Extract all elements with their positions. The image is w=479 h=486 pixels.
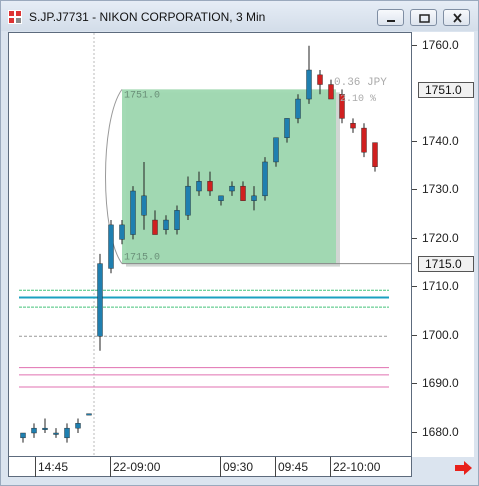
candle-body [64, 427, 70, 439]
candle-body [20, 432, 26, 439]
candle-body [240, 185, 246, 201]
candle-body [284, 118, 290, 138]
price-axis[interactable]: 1760.0 1740.0 1730.0 1720.0 1710.0 1700.… [412, 32, 474, 457]
level-price-tag: 1715.0 [418, 256, 474, 272]
x-tick-label: 22-09:00 [113, 460, 161, 474]
y-tick-label: 1710.0 [422, 279, 459, 293]
chart-plot-area[interactable]: 1751.0 1715.0 0.36 JPY 2.10 % [8, 32, 412, 457]
candle-body [207, 181, 213, 192]
candle-body [218, 195, 224, 201]
x-tick-label: 09:45 [278, 460, 309, 474]
x-tick-label: 22-10:00 [333, 460, 381, 474]
tick-mark [412, 45, 417, 46]
tick-mark [330, 457, 331, 477]
y-tick-label: 1690.0 [422, 376, 459, 390]
candle-body [196, 181, 202, 192]
candle-body [229, 185, 235, 192]
tick-mark [412, 238, 417, 239]
candle-body [350, 123, 356, 129]
restore-button[interactable] [410, 9, 437, 26]
minimize-icon [387, 20, 395, 22]
tick-mark [412, 335, 417, 336]
x-tick-label: 09:30 [223, 460, 254, 474]
candle-body [372, 142, 378, 167]
tick-mark [220, 457, 221, 477]
change-value: 0.36 JPY [334, 77, 387, 89]
y-tick-label: 1680.0 [422, 425, 459, 439]
restore-icon [419, 14, 430, 23]
candle-body [262, 161, 268, 197]
close-icon [453, 13, 462, 23]
y-tick-label: 1700.0 [422, 328, 459, 342]
price-chart: 1751.0 1715.0 0.36 JPY 2.10 % [19, 33, 411, 456]
window-title: S.JP.J7731 - NIKON CORPORATION, 3 Min [29, 10, 266, 24]
candle-body [295, 98, 301, 119]
candle-body [361, 127, 367, 153]
scroll-right-arrow-icon[interactable] [454, 460, 474, 476]
tick-mark [35, 457, 36, 477]
candle-body [86, 413, 92, 416]
candle-body [53, 432, 59, 435]
tick-mark [275, 457, 276, 477]
candle-body [141, 195, 147, 216]
zone-top-label: 1751.0 [124, 90, 160, 101]
x-tick-label: 14:45 [38, 460, 69, 474]
candle-body [108, 224, 114, 269]
zone-bottom-label: 1715.0 [124, 253, 160, 264]
tick-mark [412, 141, 417, 142]
y-tick-label: 1720.0 [422, 231, 459, 245]
candle-body [31, 427, 37, 434]
tick-mark [412, 189, 417, 190]
y-tick-label: 1730.0 [422, 182, 459, 196]
candle-body [251, 195, 257, 201]
time-axis[interactable]: 14:45 22-09:00 09:30 09:45 22-10:00 [8, 457, 412, 477]
candle-body [42, 427, 48, 430]
candle-body [97, 263, 103, 337]
candle-body [185, 185, 191, 216]
minimize-button[interactable] [377, 9, 404, 26]
candle-body [152, 219, 158, 235]
candle-body [328, 84, 334, 100]
tick-mark [110, 457, 111, 477]
zone-bracket [105, 89, 123, 264]
candle-body [317, 74, 323, 85]
zone-rectangle [122, 89, 336, 264]
close-button[interactable] [443, 9, 470, 26]
candle-body [130, 190, 136, 235]
tick-mark [412, 286, 417, 287]
tick-mark [412, 383, 417, 384]
candle-body [339, 94, 345, 119]
title-bar[interactable]: S.JP.J7731 - NIKON CORPORATION, 3 Min [1, 1, 478, 31]
app-logo-icon [8, 10, 22, 24]
candle-body [306, 69, 312, 100]
change-percent: 2.10 % [340, 94, 376, 105]
tick-mark [412, 432, 417, 433]
candle-body [174, 210, 180, 230]
candle-body [163, 219, 169, 230]
candle-body [273, 137, 279, 163]
y-tick-label: 1740.0 [422, 134, 459, 148]
candle-body [119, 224, 125, 240]
y-tick-label: 1760.0 [422, 38, 459, 52]
candle-body [75, 423, 81, 429]
current-price-tag: 1751.0 [418, 82, 474, 98]
